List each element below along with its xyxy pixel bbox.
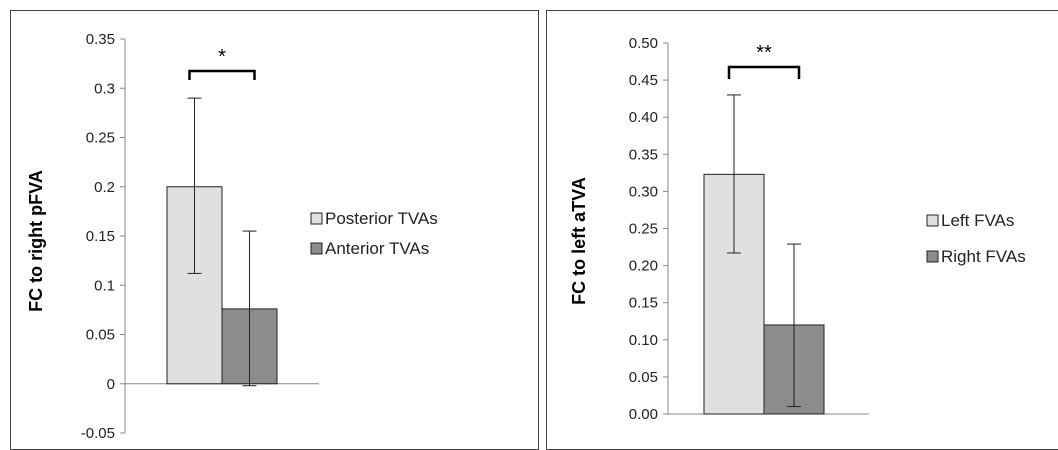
legend-label: Anterior TVAs <box>325 239 429 258</box>
y-axis-label: FC to left aTVA <box>569 177 589 305</box>
y-tick-label: 0.1 <box>94 277 115 294</box>
y-tick-label: 0.30 <box>629 183 658 200</box>
chart-right-svg: FC to left aTVA 0.50 0.45 0.40 0.35 0.30 0.25… <box>569 35 1026 423</box>
y-tick-label: 0.10 <box>629 332 658 349</box>
chart-panel-right: FC to left aTVA 0.50 0.45 0.40 0.35 0.30 0.25… <box>546 10 1058 450</box>
chart-left-svg: FC to right pFVA 0.35 0.3 0.25 0.2 0.15 0.1 0.… <box>26 31 438 442</box>
y-tick-label: 0.40 <box>629 109 658 126</box>
y-tick-label: 0.3 <box>94 80 115 97</box>
y-axis-label: FC to right pFVA <box>26 170 46 312</box>
significance-bracket <box>188 69 256 80</box>
y-tick-label: 0.20 <box>629 258 658 275</box>
legend-swatch <box>926 214 939 227</box>
y-tick-label: 0.25 <box>629 221 658 238</box>
y-tick-label: 0.15 <box>629 295 658 312</box>
legend-swatch <box>310 242 323 255</box>
legend-label: Right FVAs <box>941 247 1026 266</box>
y-tick-label: 0.05 <box>86 327 115 344</box>
y-tick-label: 0.00 <box>629 406 658 423</box>
legend-label: Left FVAs <box>941 211 1014 230</box>
y-tick-label: 0.35 <box>86 31 115 48</box>
legend-swatch <box>926 250 939 263</box>
y-tick-label: 0.15 <box>86 228 115 245</box>
chart-panel-left: FC to right pFVA 0.35 0.3 0.25 0.2 0.15 0.1 0.… <box>10 10 539 450</box>
legend-label: Posterior TVAs <box>325 209 438 228</box>
y-tick-label: 0.45 <box>629 72 658 89</box>
y-tick-label: 0.50 <box>629 35 658 52</box>
y-tick-label: 0 <box>107 376 115 393</box>
significance-marker: * <box>218 46 226 68</box>
y-tick-label: 0.05 <box>629 369 658 386</box>
significance-marker: ** <box>756 42 772 64</box>
y-tick-label: 0.35 <box>629 146 658 163</box>
y-tick-label: 0.2 <box>94 179 115 196</box>
significance-bracket <box>727 65 801 79</box>
y-tick-label: -0.05 <box>81 425 115 442</box>
y-tick-label: 0.25 <box>86 130 115 147</box>
legend-swatch <box>310 212 323 225</box>
